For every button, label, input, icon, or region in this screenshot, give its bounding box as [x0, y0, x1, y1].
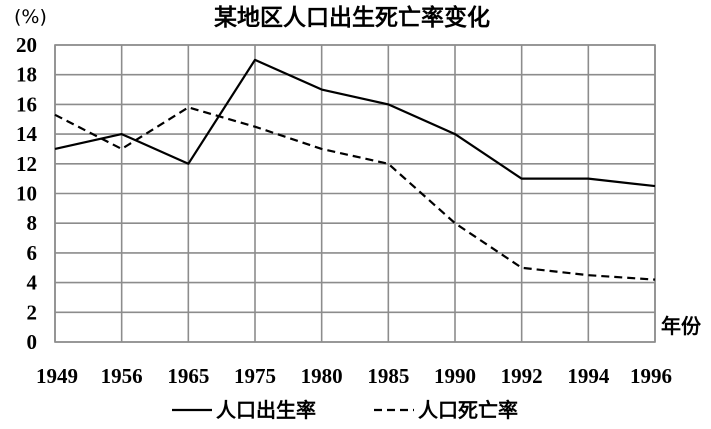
y-tick-label: 4: [27, 271, 38, 295]
series-lines: [54, 58, 656, 281]
x-axis-ticks: 1949 1956 1965 1975 1980 1985 1990 1992 1994 1996: [36, 364, 672, 388]
x-tick-label: 1990: [434, 364, 476, 388]
x-tick-label: 1994: [567, 364, 610, 388]
x-tick-label: 1980: [301, 364, 343, 388]
x-tick-label: 1965: [167, 364, 209, 388]
y-tick-label: 6: [27, 241, 38, 265]
y-tick-label: 12: [16, 152, 37, 176]
y-axis-ticks: 0 2 4 6 8 10 12 14 16 18 20: [16, 33, 38, 354]
x-tick-label: 1985: [367, 364, 409, 388]
legend-label-2: 人口死亡率: [418, 398, 518, 422]
x-tick-label: 1956: [101, 364, 143, 388]
y-tick-label: 2: [27, 300, 38, 324]
y-tick-label: 0: [27, 330, 38, 354]
y-tick-label: 16: [16, 92, 37, 116]
y-tick-label: 20: [16, 33, 37, 57]
y-tick-label: 10: [16, 182, 37, 206]
y-axis-unit: (%): [14, 6, 47, 28]
chart-title: 某地区人口出生死亡率变化: [214, 4, 490, 31]
x-axis-label: 年份: [661, 314, 702, 338]
y-tick-label: 8: [27, 211, 38, 235]
legend: 人口出生率 人口死亡率: [172, 398, 518, 422]
x-tick-label: 1992: [501, 364, 543, 388]
series-line-1: [54, 58, 656, 188]
legend-label-1: 人口出生率: [216, 398, 316, 422]
series-line-2: [54, 106, 656, 281]
x-tick-label: 1949: [36, 364, 78, 388]
y-tick-label: 14: [16, 122, 38, 146]
y-tick-label: 18: [16, 63, 37, 87]
plot-frame: [54, 44, 656, 343]
grid: [54, 44, 656, 343]
x-tick-label: 1996: [630, 364, 672, 388]
x-tick-label: 1975: [234, 364, 276, 388]
